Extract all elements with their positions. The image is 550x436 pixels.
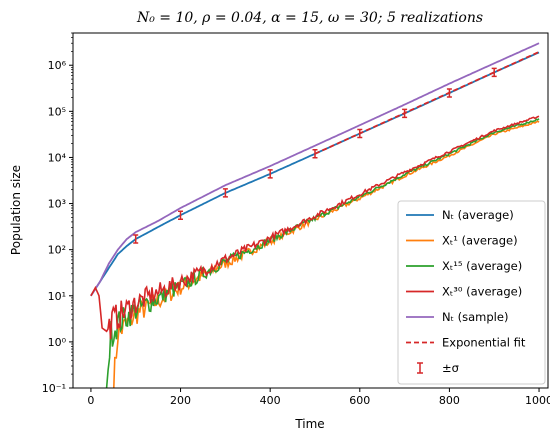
x-tick-label: 400	[260, 394, 281, 407]
y-tick-label: 10⁰	[48, 336, 67, 349]
error-bar	[491, 67, 497, 78]
axes: 0 200 400 600 800 1000 10⁻¹ 10⁰ 10¹ 10² 10³ 10⁴ 10⁵ 1…	[42, 32, 550, 407]
series-line	[112, 120, 540, 388]
legend-label: Xₜ¹⁵ (average)	[442, 259, 522, 273]
error-bar	[222, 188, 228, 198]
error-bar	[312, 149, 318, 159]
legend-swatch	[417, 362, 423, 374]
legend-label: Nₜ (average)	[442, 208, 514, 222]
x-axis-label: Time	[294, 417, 324, 431]
fit-line	[314, 51, 540, 155]
legend-label: Xₜ³⁰ (average)	[442, 285, 522, 299]
x-tick-label: 0	[87, 394, 94, 407]
legend: Nₜ (average) Xₜ¹ (average) Xₜ¹⁵ (average) X…	[397, 200, 546, 385]
error-bar	[178, 210, 183, 220]
y-tick-label: 10⁻¹	[42, 382, 66, 395]
error-bar	[402, 108, 408, 119]
x-tick-label: 200	[170, 394, 191, 407]
legend-label: ±σ	[442, 361, 459, 375]
y-tick-label: 10⁵	[48, 105, 66, 118]
series-line	[90, 115, 540, 340]
y-tick-label: 10²	[48, 244, 66, 257]
y-axis-label: Population size	[9, 165, 23, 255]
plot-lines	[90, 42, 540, 388]
legend-box	[397, 200, 546, 385]
plot-area	[90, 42, 540, 388]
series-line	[90, 42, 540, 297]
legend-label: Exponential fit	[442, 336, 526, 350]
error-bar	[267, 169, 273, 179]
y-tick-label: 10¹	[48, 290, 66, 303]
error-bar	[133, 234, 139, 244]
error-bar	[357, 128, 363, 139]
chart-title: N₀ = 10, ρ = 0.04, α = 15, ω = 30; 5 rea…	[136, 10, 483, 26]
y-tick-label: 10⁶	[48, 59, 67, 72]
legend-label: Nₜ (sample)	[442, 310, 508, 324]
y-tick-label: 10⁴	[48, 151, 67, 164]
legend-label: Xₜ¹ (average)	[442, 234, 518, 248]
x-tick-label: 600	[349, 394, 370, 407]
error-bar	[446, 88, 452, 98]
x-tick-label: 800	[439, 394, 460, 407]
y-tick-label: 10³	[48, 198, 66, 211]
x-tick-label: 1000	[525, 394, 550, 407]
